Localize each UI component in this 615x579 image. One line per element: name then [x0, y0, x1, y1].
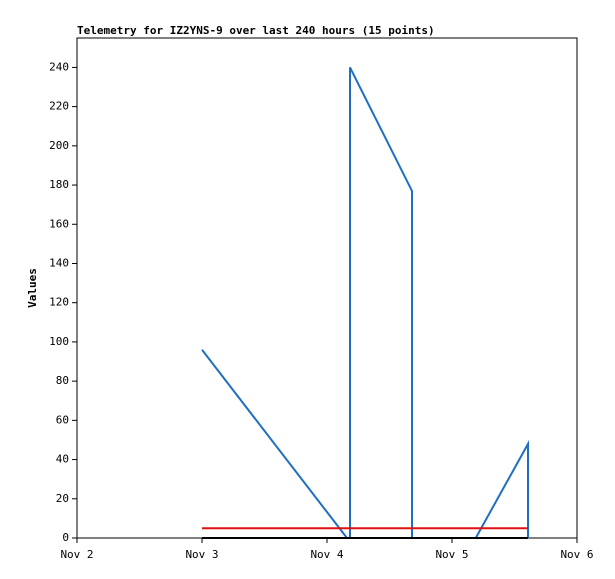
y-tick-label: 40 — [56, 453, 69, 466]
y-tick-label: 60 — [56, 413, 69, 426]
y-tick-label: 240 — [49, 60, 69, 73]
y-tick-label: 200 — [49, 139, 69, 152]
y-tick-label: 0 — [62, 531, 69, 544]
y-tick-label: 220 — [49, 100, 69, 113]
y-tick-label: 180 — [49, 178, 69, 191]
x-tick-label: Nov 2 — [60, 548, 93, 561]
x-tick-label: Nov 6 — [560, 548, 593, 561]
y-tick-label: 100 — [49, 335, 69, 348]
y-tick-label: 20 — [56, 492, 69, 505]
y-tick-label: 120 — [49, 296, 69, 309]
x-tick-label: Nov 5 — [435, 548, 468, 561]
y-tick-label: 160 — [49, 217, 69, 230]
chart-title: Telemetry for IZ2YNS-9 over last 240 hou… — [77, 24, 435, 37]
y-axis-label: Values — [26, 268, 39, 308]
x-tick-label: Nov 3 — [185, 548, 218, 561]
y-tick-label: 140 — [49, 256, 69, 269]
y-tick-label: 80 — [56, 374, 69, 387]
x-tick-label: Nov 4 — [310, 548, 343, 561]
